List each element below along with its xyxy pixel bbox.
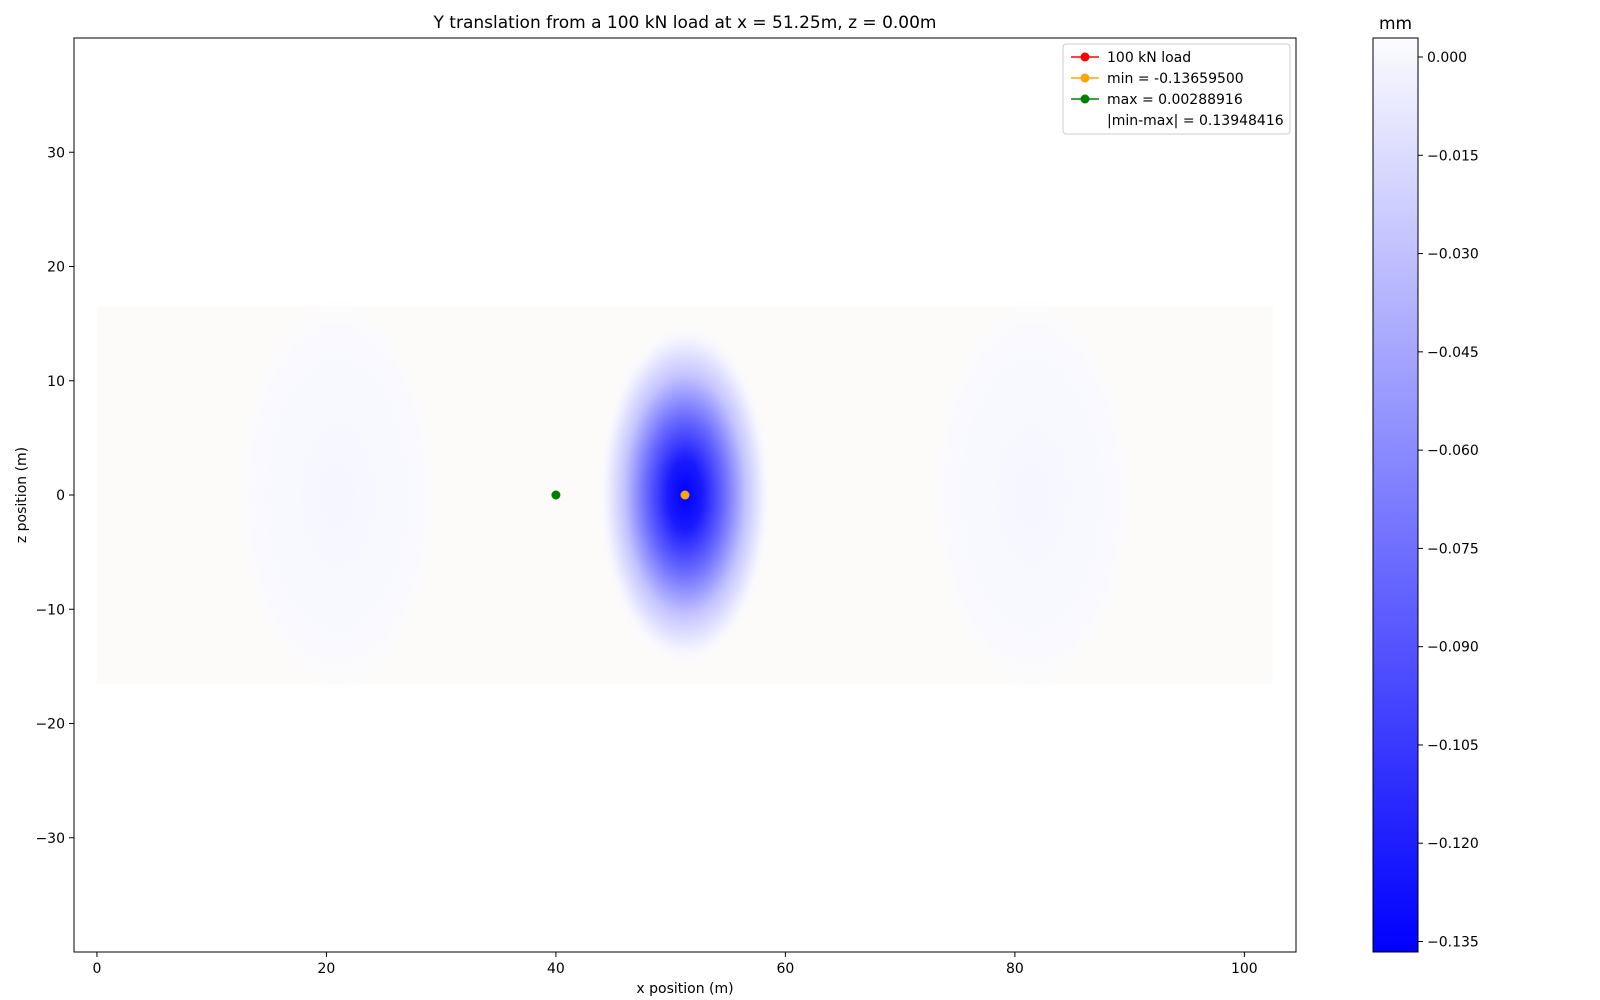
y-tick-label: −10 bbox=[35, 602, 65, 618]
y-tick-label: 20 bbox=[47, 260, 65, 276]
legend-marker bbox=[1080, 52, 1090, 62]
legend-marker bbox=[1080, 73, 1090, 83]
max-point-marker bbox=[551, 490, 561, 500]
x-tick-label: 80 bbox=[1006, 961, 1024, 977]
y-tick-label: 10 bbox=[47, 374, 65, 390]
legend-entry-label: max = 0.00288916 bbox=[1107, 92, 1243, 108]
min-point-marker bbox=[680, 490, 690, 500]
y-axis-ticks: 30 20 10 0 −10 −20 −30 bbox=[35, 145, 74, 847]
plot-area bbox=[73, 37, 1297, 953]
colorbar-tick-label: −0.030 bbox=[1427, 247, 1479, 263]
legend-marker bbox=[1080, 94, 1090, 104]
colorbar-title: mm bbox=[1379, 14, 1412, 34]
y-axis-label: z position (m) bbox=[14, 447, 30, 543]
side-band-left bbox=[234, 296, 442, 694]
colorbar: mm 0.000 −0.015 −0.030 −0.045 −0.060 −0.075 −0… bbox=[1372, 14, 1479, 953]
chart-title: Y translation from a 100 kN load at x = … bbox=[433, 13, 937, 33]
x-axis-label: x position (m) bbox=[636, 981, 733, 997]
y-tick-label: −30 bbox=[35, 831, 65, 847]
x-tick-label: 60 bbox=[776, 961, 794, 977]
legend: 100 kN load min = -0.13659500 max = 0.0028… bbox=[1062, 43, 1291, 135]
colorbar-tick-label: −0.015 bbox=[1427, 148, 1479, 164]
colorbar-gradient bbox=[1372, 37, 1419, 953]
colorbar-tick-label: −0.060 bbox=[1427, 443, 1479, 459]
legend-entry-label: min = -0.13659500 bbox=[1107, 71, 1244, 87]
colorbar-tick-label: −0.090 bbox=[1427, 640, 1479, 656]
side-band-right bbox=[928, 296, 1136, 694]
y-tick-label: −20 bbox=[35, 717, 65, 733]
x-tick-label: 0 bbox=[92, 961, 101, 977]
legend-entry-label: |min-max| = 0.13948416 bbox=[1107, 113, 1284, 129]
y-tick-label: 30 bbox=[47, 145, 65, 161]
x-tick-label: 40 bbox=[547, 961, 565, 977]
x-tick-label: 100 bbox=[1231, 961, 1258, 977]
y-tick-label: 0 bbox=[56, 488, 65, 504]
colorbar-tick-label: −0.075 bbox=[1427, 541, 1479, 557]
colorbar-tick-label: −0.045 bbox=[1427, 345, 1479, 361]
legend-frame bbox=[1062, 43, 1291, 135]
colorbar-ticks: 0.000 −0.015 −0.030 −0.045 −0.060 −0.075 −0.09… bbox=[1418, 50, 1479, 951]
colorbar-tick-label: −0.105 bbox=[1427, 738, 1479, 754]
colorbar-tick-label: −0.135 bbox=[1427, 935, 1479, 951]
colorbar-tick-label: −0.120 bbox=[1427, 836, 1479, 852]
legend-entry-label: 100 kN load bbox=[1107, 50, 1191, 66]
x-tick-label: 20 bbox=[318, 961, 336, 977]
x-axis-ticks: 0 20 40 60 80 100 bbox=[92, 952, 1258, 977]
colorbar-tick-label: 0.000 bbox=[1427, 50, 1467, 66]
